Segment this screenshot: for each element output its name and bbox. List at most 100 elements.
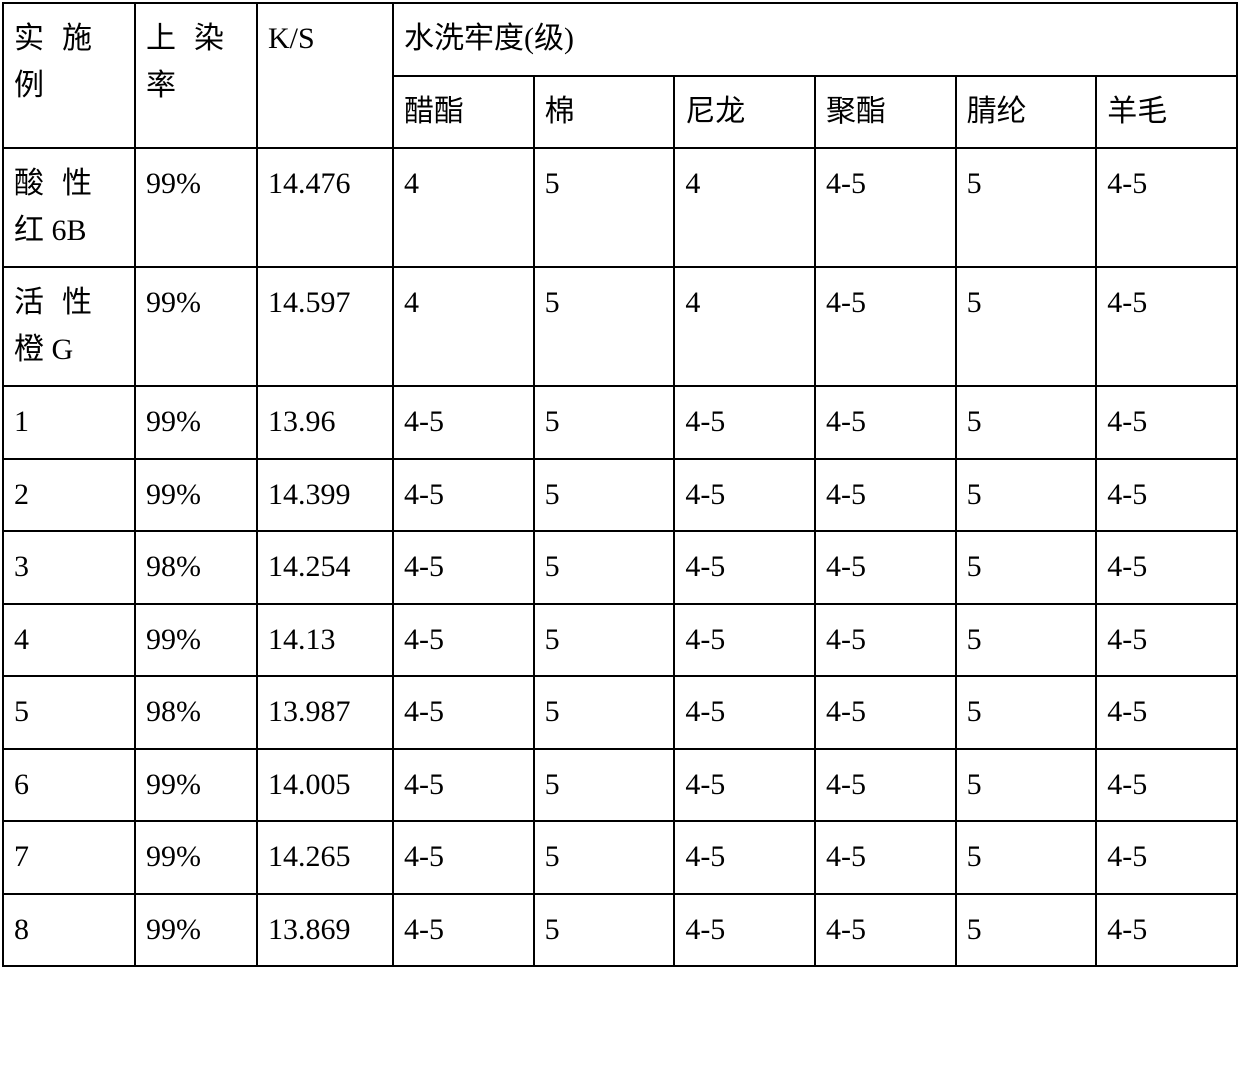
cell-w4: 5 xyxy=(956,459,1097,532)
cell-w0: 4-5 xyxy=(393,676,534,749)
cell-w3: 4-5 xyxy=(815,749,956,822)
cell-w5: 4-5 xyxy=(1096,604,1237,677)
header-example: 实施 例 xyxy=(3,3,135,148)
table-row: 1 99% 13.96 4-5 5 4-5 4-5 5 4-5 xyxy=(3,386,1237,459)
table-row: 5 98% 13.987 4-5 5 4-5 4-5 5 4-5 xyxy=(3,676,1237,749)
cell-label: 8 xyxy=(3,894,135,967)
cell-w3: 4-5 xyxy=(815,604,956,677)
header-uptake-l2: 率 xyxy=(146,69,176,102)
cell-w1: 5 xyxy=(534,148,675,267)
cell-w4: 5 xyxy=(956,148,1097,267)
table-row: 2 99% 14.399 4-5 5 4-5 4-5 5 4-5 xyxy=(3,459,1237,532)
cell-w1: 5 xyxy=(534,531,675,604)
cell-w5: 4-5 xyxy=(1096,267,1237,386)
cell-w1: 5 xyxy=(534,749,675,822)
cell-w5: 4-5 xyxy=(1096,531,1237,604)
cell-label: 4 xyxy=(3,604,135,677)
cell-label: 5 xyxy=(3,676,135,749)
cell-w0: 4 xyxy=(393,148,534,267)
header-uptake: 上染 率 xyxy=(135,3,257,148)
cell-label: 1 xyxy=(3,386,135,459)
header-example-l1: 实施 xyxy=(14,22,110,55)
cell-w3: 4-5 xyxy=(815,821,956,894)
table-row: 6 99% 14.005 4-5 5 4-5 4-5 5 4-5 xyxy=(3,749,1237,822)
cell-label: 活性 橙 G xyxy=(3,267,135,386)
cell-w3: 4-5 xyxy=(815,531,956,604)
header-ks: K/S xyxy=(257,3,393,148)
cell-label: 7 xyxy=(3,821,135,894)
cell-w5: 4-5 xyxy=(1096,459,1237,532)
table-row: 活性 橙 G 99% 14.597 4 5 4 4-5 5 4-5 xyxy=(3,267,1237,386)
table-row: 酸性 红 6B 99% 14.476 4 5 4 4-5 5 4-5 xyxy=(3,148,1237,267)
cell-w2: 4-5 xyxy=(674,821,815,894)
cell-w5: 4-5 xyxy=(1096,749,1237,822)
cell-label-l1: 酸性 xyxy=(14,167,110,200)
header-wash-polyester: 聚酯 xyxy=(815,76,956,149)
cell-w5: 4-5 xyxy=(1096,676,1237,749)
cell-w4: 5 xyxy=(956,894,1097,967)
cell-ks: 14.476 xyxy=(257,148,393,267)
cell-w0: 4-5 xyxy=(393,821,534,894)
cell-w0: 4-5 xyxy=(393,531,534,604)
cell-label: 2 xyxy=(3,459,135,532)
cell-w1: 5 xyxy=(534,459,675,532)
cell-w3: 4-5 xyxy=(815,386,956,459)
cell-label-l2: 红 6B xyxy=(14,214,87,247)
cell-ks: 14.005 xyxy=(257,749,393,822)
cell-label: 6 xyxy=(3,749,135,822)
cell-w4: 5 xyxy=(956,821,1097,894)
cell-w2: 4 xyxy=(674,267,815,386)
header-wash-wool: 羊毛 xyxy=(1096,76,1237,149)
cell-w1: 5 xyxy=(534,821,675,894)
cell-w2: 4-5 xyxy=(674,676,815,749)
cell-w2: 4 xyxy=(674,148,815,267)
cell-w4: 5 xyxy=(956,604,1097,677)
cell-w3: 4-5 xyxy=(815,459,956,532)
cell-w2: 4-5 xyxy=(674,894,815,967)
cell-w0: 4-5 xyxy=(393,894,534,967)
cell-w1: 5 xyxy=(534,267,675,386)
cell-uptake: 99% xyxy=(135,604,257,677)
table-row: 3 98% 14.254 4-5 5 4-5 4-5 5 4-5 xyxy=(3,531,1237,604)
cell-w1: 5 xyxy=(534,604,675,677)
cell-w2: 4-5 xyxy=(674,459,815,532)
header-uptake-l1: 上染 xyxy=(146,22,242,55)
cell-w1: 5 xyxy=(534,386,675,459)
cell-uptake: 99% xyxy=(135,821,257,894)
cell-w4: 5 xyxy=(956,267,1097,386)
cell-w1: 5 xyxy=(534,894,675,967)
cell-uptake: 99% xyxy=(135,386,257,459)
cell-w5: 4-5 xyxy=(1096,386,1237,459)
cell-w3: 4-5 xyxy=(815,148,956,267)
cell-label-l1: 活性 xyxy=(14,286,110,319)
cell-w4: 5 xyxy=(956,749,1097,822)
cell-w3: 4-5 xyxy=(815,676,956,749)
cell-w0: 4-5 xyxy=(393,386,534,459)
cell-w4: 5 xyxy=(956,676,1097,749)
cell-uptake: 99% xyxy=(135,894,257,967)
header-example-l2: 例 xyxy=(14,69,44,102)
header-wash-acrylic: 腈纶 xyxy=(956,76,1097,149)
table-header-row-1: 实施 例 上染 率 K/S 水洗牢度(级) xyxy=(3,3,1237,76)
cell-w0: 4-5 xyxy=(393,604,534,677)
cell-uptake: 98% xyxy=(135,531,257,604)
cell-w0: 4-5 xyxy=(393,749,534,822)
cell-w4: 5 xyxy=(956,386,1097,459)
cell-ks: 13.987 xyxy=(257,676,393,749)
header-wash-fastness: 水洗牢度(级) xyxy=(393,3,1237,76)
table-row: 8 99% 13.869 4-5 5 4-5 4-5 5 4-5 xyxy=(3,894,1237,967)
cell-w5: 4-5 xyxy=(1096,821,1237,894)
cell-uptake: 99% xyxy=(135,267,257,386)
header-wash-cotton: 棉 xyxy=(534,76,675,149)
cell-ks: 14.597 xyxy=(257,267,393,386)
cell-ks: 13.869 xyxy=(257,894,393,967)
cell-w2: 4-5 xyxy=(674,604,815,677)
cell-w3: 4-5 xyxy=(815,267,956,386)
cell-w3: 4-5 xyxy=(815,894,956,967)
cell-label: 酸性 红 6B xyxy=(3,148,135,267)
header-wash-nylon: 尼龙 xyxy=(674,76,815,149)
cell-uptake: 98% xyxy=(135,676,257,749)
cell-ks: 13.96 xyxy=(257,386,393,459)
cell-w0: 4-5 xyxy=(393,459,534,532)
cell-uptake: 99% xyxy=(135,749,257,822)
